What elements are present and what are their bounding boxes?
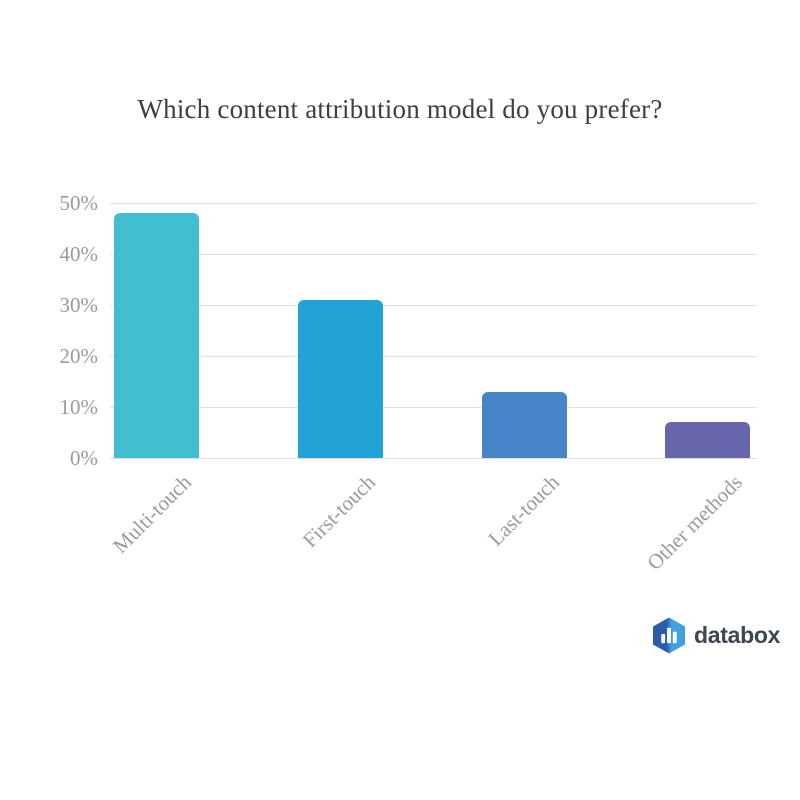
bar-multi-touch	[114, 213, 199, 458]
databox-logo: databox	[653, 617, 780, 654]
gridline-40%	[110, 253, 757, 255]
y-axis-tick-label: 50%	[59, 191, 99, 215]
gridline-20%	[110, 355, 757, 357]
y-axis-tick-label: 10%	[59, 395, 99, 419]
gridline-10%	[110, 406, 757, 408]
y-axis-tick-label: 30%	[59, 293, 99, 317]
bar-last-touch	[482, 392, 567, 458]
gridline-30%	[110, 304, 757, 306]
databox-hexagon-icon	[653, 617, 685, 654]
bar-first-touch	[298, 300, 383, 458]
chart-title: Which content attribution model do you p…	[137, 94, 663, 124]
gridline-0%	[110, 457, 757, 459]
databox-logo-text: databox	[694, 622, 781, 648]
y-axis-tick-label: 0%	[70, 446, 98, 470]
y-axis-tick-label: 20%	[59, 344, 99, 368]
y-axis-tick-label: 40%	[59, 242, 99, 266]
x-axis-label-multi-touch: Multi-touch	[107, 470, 196, 558]
logo-bars-icon	[661, 627, 677, 644]
x-axis-label-last-touch: Last-touch	[482, 470, 564, 551]
gridline-50%	[110, 202, 757, 204]
bar-other-methods	[665, 422, 750, 458]
x-axis-label-first-touch: First-touch	[297, 470, 380, 553]
